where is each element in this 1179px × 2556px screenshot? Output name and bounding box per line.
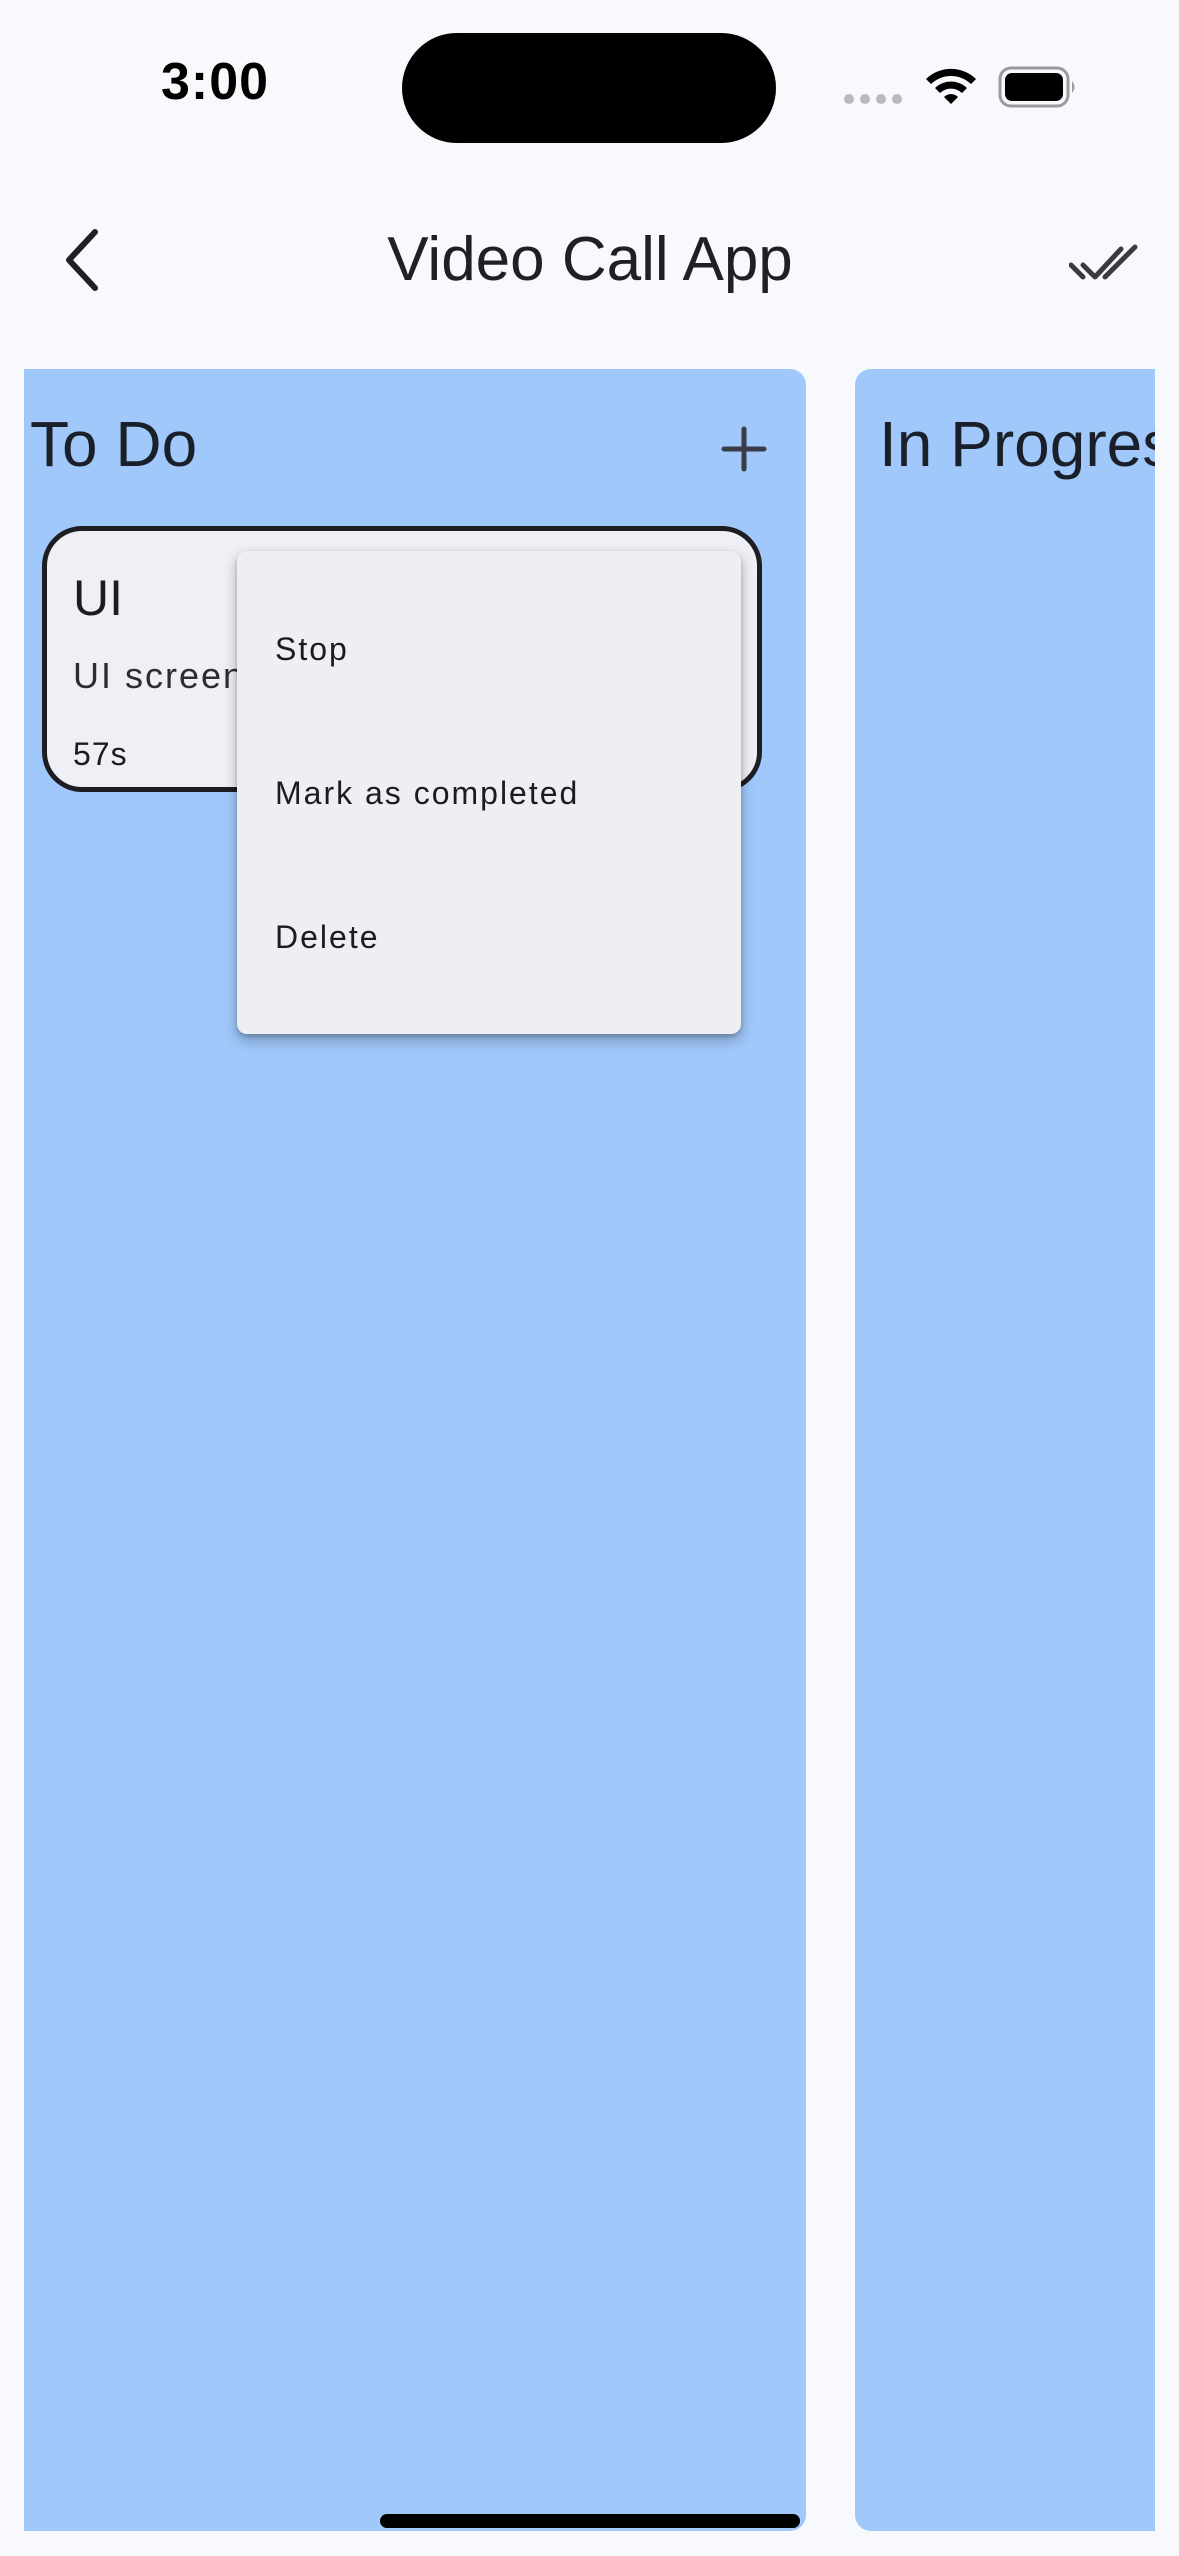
task-timer: 57s	[73, 736, 128, 772]
task-title: UI	[73, 570, 123, 626]
column-in-progress: In Progress	[855, 369, 1155, 2531]
back-button[interactable]	[48, 215, 118, 305]
task-context-menu: Stop Mark as completed Delete	[237, 551, 741, 1034]
menu-item-stop[interactable]: Stop	[275, 630, 349, 667]
wifi-icon	[926, 68, 976, 104]
done-all-icon	[1069, 244, 1138, 280]
status-time: 3:00	[160, 53, 270, 111]
plus-icon	[721, 426, 767, 472]
page-title: Video Call App	[387, 225, 793, 294]
home-indicator[interactable]	[380, 2514, 800, 2528]
menu-item-mark-completed[interactable]: Mark as completed	[275, 774, 580, 811]
cellular-signal-icon	[844, 94, 902, 104]
chevron-left-icon	[66, 229, 98, 291]
battery-icon	[998, 66, 1075, 108]
add-task-button[interactable]	[704, 409, 784, 489]
column-title: In Progress	[879, 408, 1155, 480]
task-description: UI screen	[73, 655, 246, 696]
dynamic-island	[402, 33, 776, 143]
menu-item-delete[interactable]: Delete	[275, 918, 380, 955]
column-title: To Do	[30, 408, 198, 480]
mark-all-done-button[interactable]	[1060, 222, 1150, 302]
